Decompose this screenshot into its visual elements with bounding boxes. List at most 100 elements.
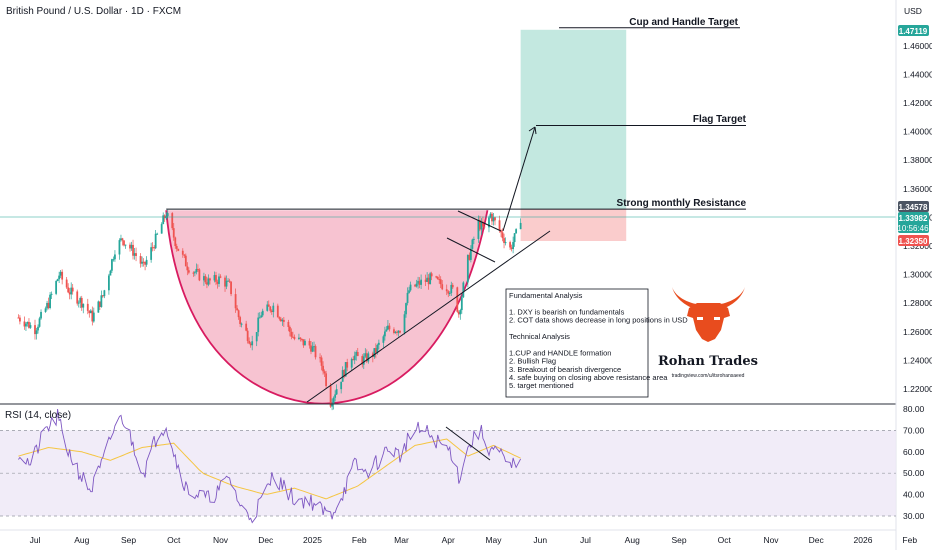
candle[interactable] xyxy=(290,331,293,337)
candle[interactable] xyxy=(225,280,228,287)
candle[interactable] xyxy=(71,287,74,292)
candle[interactable] xyxy=(28,321,30,328)
candle[interactable] xyxy=(436,276,439,280)
candle[interactable] xyxy=(420,279,422,285)
candle[interactable] xyxy=(109,270,112,276)
candle[interactable] xyxy=(67,287,70,293)
candle[interactable] xyxy=(246,330,249,341)
candle[interactable] xyxy=(399,330,401,333)
candle[interactable] xyxy=(61,271,64,280)
candle[interactable] xyxy=(503,238,505,243)
candle[interactable] xyxy=(206,282,208,285)
candle[interactable] xyxy=(498,220,501,231)
candle[interactable] xyxy=(512,242,514,250)
candle[interactable] xyxy=(393,329,395,333)
candle[interactable] xyxy=(462,282,465,298)
candle[interactable] xyxy=(257,317,260,333)
candle[interactable] xyxy=(154,233,157,249)
candle[interactable] xyxy=(269,306,272,311)
candle[interactable] xyxy=(466,254,469,283)
candle[interactable] xyxy=(207,278,210,285)
candle[interactable] xyxy=(258,317,261,319)
candle[interactable] xyxy=(103,290,106,297)
candle[interactable] xyxy=(417,280,419,284)
candle[interactable] xyxy=(270,310,273,313)
candle[interactable] xyxy=(457,311,460,315)
candle[interactable] xyxy=(329,385,332,407)
candle[interactable] xyxy=(145,259,148,265)
rsi-divergence-line[interactable] xyxy=(445,426,491,461)
candle[interactable] xyxy=(340,381,343,390)
candle[interactable] xyxy=(97,301,100,313)
candle[interactable] xyxy=(171,213,174,229)
candle[interactable] xyxy=(198,269,201,281)
candle[interactable] xyxy=(156,233,159,235)
candle[interactable] xyxy=(343,370,346,377)
candle[interactable] xyxy=(224,277,226,287)
candle[interactable] xyxy=(483,226,486,228)
candle[interactable] xyxy=(480,221,483,230)
candle[interactable] xyxy=(302,339,305,346)
candle[interactable] xyxy=(151,247,154,249)
candle[interactable] xyxy=(249,343,252,346)
candle[interactable] xyxy=(260,315,263,318)
candle[interactable] xyxy=(331,404,334,407)
candle[interactable] xyxy=(215,275,217,282)
candle[interactable] xyxy=(301,338,303,340)
candle[interactable] xyxy=(304,340,306,346)
candle[interactable] xyxy=(216,281,219,284)
candle[interactable] xyxy=(219,276,222,278)
candle[interactable] xyxy=(112,259,115,261)
candle[interactable] xyxy=(472,238,475,240)
candle[interactable] xyxy=(494,217,496,221)
candle[interactable] xyxy=(352,359,355,361)
candle[interactable] xyxy=(353,355,356,361)
candle[interactable] xyxy=(293,336,296,339)
candle[interactable] xyxy=(344,362,347,377)
target-zone[interactable] xyxy=(520,29,627,210)
candle[interactable] xyxy=(76,291,79,304)
candle[interactable] xyxy=(387,325,389,330)
candle[interactable] xyxy=(195,268,198,273)
candle[interactable] xyxy=(519,222,522,230)
analysis-box[interactable]: Fundamental Analysis 1. DXY is bearish on… xyxy=(505,288,688,398)
candle[interactable] xyxy=(56,279,59,282)
candle[interactable] xyxy=(415,283,418,287)
candle[interactable] xyxy=(414,284,416,287)
candle[interactable] xyxy=(162,215,165,225)
candle[interactable] xyxy=(227,280,229,282)
candle[interactable] xyxy=(174,237,177,247)
candle[interactable] xyxy=(251,341,254,346)
candle[interactable] xyxy=(460,297,463,311)
candle[interactable] xyxy=(397,330,400,333)
candle[interactable] xyxy=(141,261,143,264)
candle[interactable] xyxy=(438,279,441,281)
candle[interactable] xyxy=(405,303,407,315)
candle[interactable] xyxy=(204,276,207,283)
candle[interactable] xyxy=(123,240,125,246)
candle[interactable] xyxy=(341,370,344,382)
candle[interactable] xyxy=(335,389,338,395)
candle[interactable] xyxy=(124,244,127,246)
candle[interactable] xyxy=(184,255,187,267)
candle[interactable] xyxy=(492,217,495,222)
candle[interactable] xyxy=(311,346,314,352)
candle[interactable] xyxy=(25,323,27,327)
candle[interactable] xyxy=(37,326,39,331)
candle[interactable] xyxy=(29,325,32,328)
candle[interactable] xyxy=(319,357,321,359)
candle[interactable] xyxy=(384,331,386,337)
candle[interactable] xyxy=(192,272,195,274)
candle[interactable] xyxy=(376,344,379,353)
candle[interactable] xyxy=(361,356,364,365)
candle[interactable] xyxy=(509,242,511,248)
candle[interactable] xyxy=(213,275,216,281)
candle[interactable] xyxy=(325,373,327,386)
candle[interactable] xyxy=(44,308,47,312)
candle[interactable] xyxy=(38,318,41,327)
candle[interactable] xyxy=(396,331,398,333)
candle[interactable] xyxy=(448,293,451,295)
candle[interactable] xyxy=(385,329,388,332)
candle[interactable] xyxy=(172,228,175,238)
candle[interactable] xyxy=(142,261,145,263)
